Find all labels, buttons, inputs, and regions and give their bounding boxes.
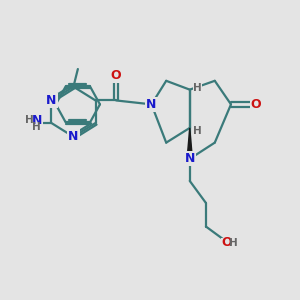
Bar — [27, 115, 43, 131]
Text: O: O — [221, 236, 232, 249]
Text: O: O — [111, 69, 122, 82]
Text: H: H — [26, 115, 34, 125]
Text: N: N — [46, 94, 56, 107]
Bar — [221, 238, 235, 247]
Text: N: N — [32, 113, 42, 127]
Text: N: N — [184, 152, 195, 165]
Text: H: H — [193, 126, 202, 136]
Text: N: N — [146, 98, 157, 111]
Polygon shape — [187, 128, 192, 159]
Text: H: H — [229, 238, 238, 248]
Text: H: H — [32, 122, 41, 132]
Text: O: O — [251, 98, 261, 111]
Text: H: H — [193, 83, 202, 93]
Text: N: N — [68, 130, 79, 143]
